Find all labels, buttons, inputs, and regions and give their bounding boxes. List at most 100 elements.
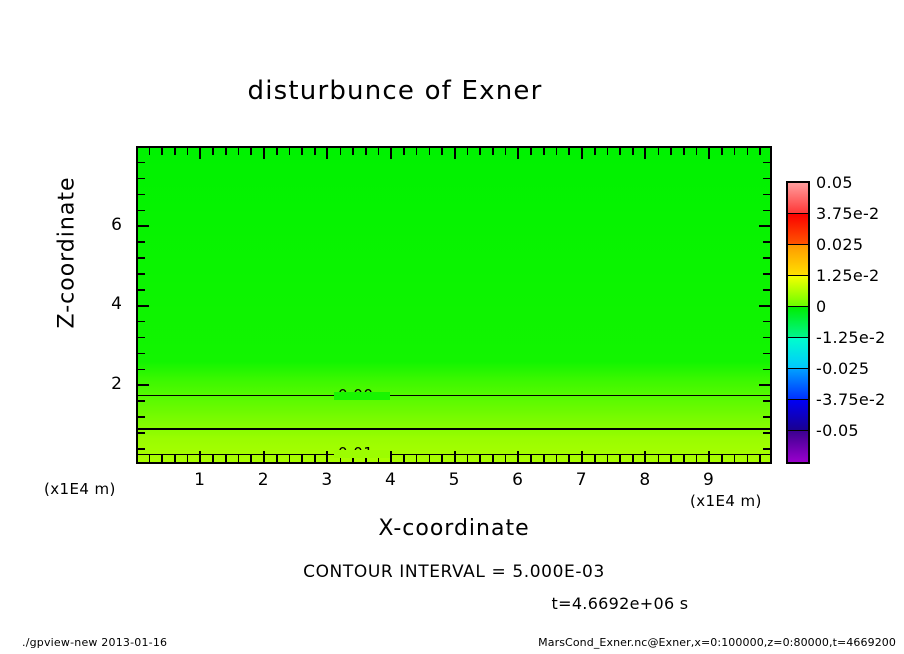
x-tick-label: 3 (321, 470, 333, 490)
x-minor-tick-top (657, 148, 660, 155)
y-minor-tick-right (763, 193, 770, 196)
y-major-tick (138, 384, 149, 386)
y-minor-tick (138, 193, 145, 196)
contour-line (138, 428, 770, 430)
x-minor-tick-top (670, 148, 672, 155)
x-minor-tick-top (593, 148, 596, 155)
x-tick-label: 2 (257, 470, 269, 490)
y-minor-tick-right (763, 416, 770, 418)
x-minor-tick-top (479, 148, 482, 155)
contour-label-backdrop (334, 391, 390, 400)
x-minor-tick-top (466, 148, 469, 155)
y-minor-tick-right (763, 400, 770, 402)
x-minor-tick-top (632, 148, 634, 155)
x-minor-tick-top (543, 148, 545, 155)
x-minor-tick-top (250, 148, 253, 155)
colorbar-band (788, 338, 808, 369)
x-tick-label: 1 (194, 470, 205, 490)
x-minor-tick (250, 455, 253, 462)
x-minor-tick-top (428, 148, 431, 155)
x-minor-tick (428, 455, 431, 462)
x-minor-tick-top (301, 148, 303, 155)
x-tick-label: 9 (702, 470, 714, 490)
x-major-tick (580, 451, 583, 462)
y-minor-tick (138, 336, 145, 339)
plot-area: 0.000.01 (136, 146, 772, 464)
x-tick-label: 7 (575, 470, 587, 490)
colorbar-tick-label: 0.025 (816, 235, 864, 254)
x-minor-tick (225, 455, 227, 462)
x-tick-label: 4 (384, 470, 396, 490)
x-minor-tick-top (415, 148, 418, 155)
contour-fill (138, 148, 770, 462)
x-minor-tick (377, 455, 380, 462)
y-tick-label: 4 (111, 294, 122, 314)
x-minor-tick-top (441, 148, 443, 155)
y-minor-tick (138, 400, 145, 402)
x-minor-tick (352, 455, 354, 462)
y-minor-tick (138, 161, 145, 164)
colorbar-tick-label: -1.25e-2 (816, 328, 886, 347)
x-minor-tick (186, 455, 189, 462)
y-minor-tick-right (763, 432, 770, 434)
colorbar-tick-label: -0.025 (816, 359, 870, 378)
x-minor-tick-top (733, 148, 736, 155)
x-minor-tick-top (275, 148, 278, 155)
x-minor-tick-top (174, 148, 176, 155)
y-tick-label: 2 (111, 373, 122, 394)
y-minor-tick (138, 432, 145, 434)
y-minor-tick-right (763, 161, 770, 164)
x-major-tick-top (517, 148, 520, 159)
x-minor-tick (733, 455, 736, 462)
x-minor-tick-top (746, 148, 749, 155)
x-minor-tick (504, 455, 507, 462)
x-major-tick (644, 451, 647, 462)
y-minor-tick-right (763, 289, 770, 291)
y-major-tick-right (759, 225, 770, 227)
x-minor-tick-top (721, 148, 723, 155)
contour-line (138, 394, 770, 397)
y-minor-tick-right (763, 177, 770, 180)
x-axis-title: X-coordinate (378, 516, 530, 541)
x-minor-tick-top (555, 148, 558, 155)
x-major-tick (199, 451, 202, 462)
x-major-tick-top (580, 148, 583, 159)
x-minor-tick (682, 455, 685, 462)
colorbar-band (788, 276, 808, 307)
y-minor-tick (138, 209, 145, 212)
x-minor-tick (161, 455, 164, 462)
x-minor-tick (314, 455, 316, 462)
x-minor-tick-top (352, 148, 354, 155)
colorbar-band (788, 245, 808, 276)
x-major-tick (262, 451, 265, 462)
x-major-tick (389, 451, 392, 462)
y-minor-tick (138, 273, 145, 275)
y-minor-tick-right (763, 448, 770, 450)
colorbar-band (788, 183, 808, 214)
x-major-tick (517, 451, 520, 462)
x-minor-tick (543, 455, 545, 462)
x-minor-tick-top (148, 148, 151, 155)
x-minor-tick (492, 455, 494, 462)
x-major-tick-top (326, 148, 329, 159)
x-minor-tick-top (606, 148, 609, 155)
x-minor-tick-top (314, 148, 316, 155)
x-minor-tick-top (695, 148, 698, 155)
y-axis-title: Z-coordinate (54, 176, 80, 329)
x-minor-tick (530, 455, 532, 462)
x-axis-unit-left: (x1E4 m) (44, 480, 116, 498)
y-minor-tick (138, 177, 145, 180)
x-minor-tick (721, 455, 723, 462)
colorbar-band (788, 369, 808, 400)
y-major-tick (138, 225, 149, 227)
x-minor-tick (212, 455, 214, 462)
colorbar (786, 181, 810, 464)
contour-label-backdrop (334, 450, 390, 459)
x-minor-tick-top (403, 148, 405, 155)
x-tick-label: 5 (448, 470, 460, 490)
x-minor-tick (288, 455, 291, 462)
x-minor-tick (606, 455, 609, 462)
x-minor-tick (746, 455, 749, 462)
y-minor-tick-right (763, 320, 770, 323)
y-minor-tick-right (763, 368, 770, 371)
